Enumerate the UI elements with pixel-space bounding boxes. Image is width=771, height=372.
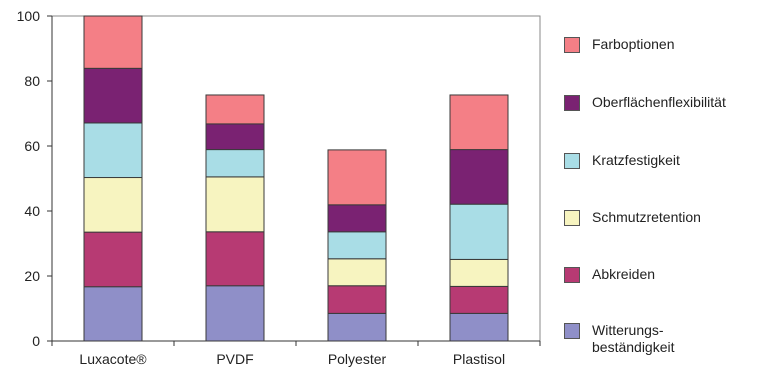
bar-segment: [449, 258, 509, 287]
legend-swatch: [564, 267, 580, 283]
legend-swatch: [564, 95, 580, 111]
bar-segment: [449, 149, 509, 205]
x-category-label: Luxacote®: [79, 351, 147, 367]
bar-segment: [205, 176, 265, 233]
legend-label: Farboptionen: [592, 36, 675, 52]
bar-segment: [449, 203, 509, 260]
bar-segment: [327, 312, 387, 342]
legend-item: Abkreiden: [564, 266, 655, 283]
legend-swatch: [564, 210, 580, 226]
x-category-label: PVDF: [216, 351, 253, 367]
bar-segment: [327, 149, 387, 206]
bar-segment: [449, 94, 509, 151]
bar-segment: [327, 258, 387, 287]
bar-segment: [83, 231, 143, 288]
legend-item: Farboptionen: [564, 36, 675, 53]
x-category-label: Plastisol: [453, 351, 505, 367]
bar-segment: [327, 285, 387, 314]
bar-segment: [205, 94, 265, 125]
bar-segment: [83, 177, 143, 233]
bar-segment: [205, 123, 265, 151]
legend-item: Witterungs- beständigkeit: [564, 322, 675, 356]
bar-segment: [205, 231, 265, 287]
legend-item: Kratzfestigkeit: [564, 152, 680, 169]
y-tick-label: 100: [17, 8, 41, 24]
bar-segment: [205, 149, 265, 178]
legend-label: Oberflächenflexibilität: [592, 94, 726, 110]
legend-swatch: [564, 153, 580, 169]
y-tick-label: 60: [24, 138, 40, 154]
y-tick-label: 0: [32, 333, 40, 349]
legend-swatch: [564, 37, 580, 53]
legend-swatch: [564, 323, 580, 339]
bar-segment: [83, 67, 143, 124]
legend-label: Witterungs- beständigkeit: [592, 322, 675, 355]
x-category-label: Polyester: [328, 351, 387, 367]
y-tick-label: 20: [24, 268, 40, 284]
legend-label: Schmutzretention: [592, 209, 701, 225]
legend-label: Kratzfestigkeit: [592, 152, 680, 168]
chart-legend: Farboptionen Oberflächenflexibilität Kratz…: [564, 0, 769, 372]
legend-item: Oberflächenflexibilität: [564, 94, 726, 111]
legend-item: Schmutzretention: [564, 209, 701, 226]
bar-segment: [449, 312, 509, 342]
bar-segment: [327, 204, 387, 233]
bar-segment: [205, 285, 265, 342]
bar-segment: [83, 15, 143, 69]
bar-segment: [327, 231, 387, 260]
y-tick-label: 40: [24, 203, 40, 219]
bar-segment: [83, 286, 143, 342]
bar-segment: [449, 285, 509, 314]
legend-label: Abkreiden: [592, 266, 656, 282]
bar-segment: [83, 122, 143, 179]
y-tick-label: 80: [24, 73, 40, 89]
stacked-bar-chart: 0 20 40 60 80 100 Luxacote® PVDF Polyester Plasti…: [17, 8, 541, 367]
